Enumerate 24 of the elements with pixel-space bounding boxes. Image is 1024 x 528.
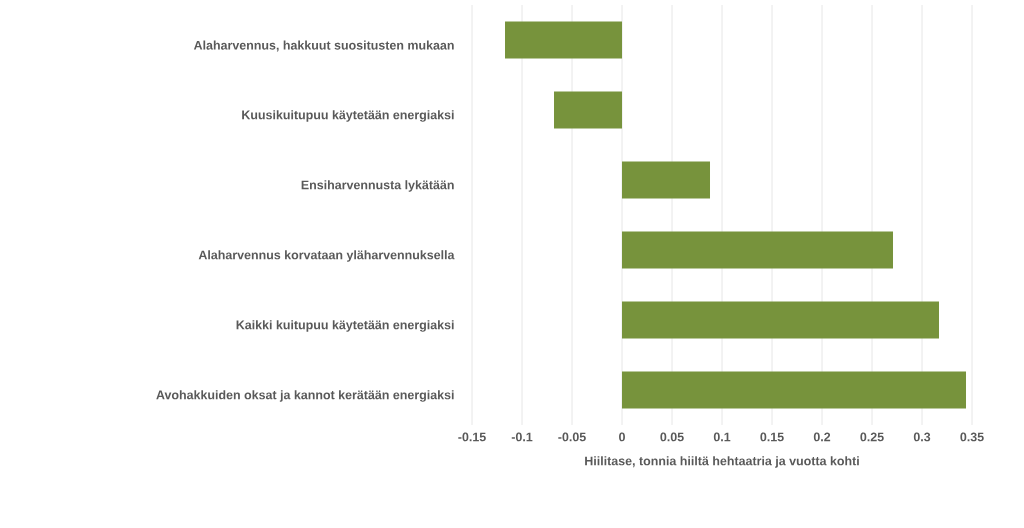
bar [622, 161, 711, 199]
y-tick-label: Ensiharvennusta lykätään [301, 180, 454, 192]
bar [554, 91, 623, 129]
y-tick-label: Kuusikuitupuu käytetään energiaksi [242, 110, 454, 122]
x-tick-label: -0.15 [458, 432, 486, 442]
bar [622, 371, 966, 409]
bar [622, 301, 939, 339]
x-tick-label: -0.1 [511, 432, 533, 442]
x-tick-label: 0.3 [913, 432, 931, 442]
x-axis-title: Hiilitase, tonnia hiiltä hehtaatria ja vuotta kohti [585, 456, 859, 468]
x-tick-label: 0.15 [760, 432, 784, 442]
y-tick-label: Avohakkuiden oksat ja kannot kerätään energiaksi [156, 390, 454, 402]
y-tick-label: Alaharvennus, hakkuut suositusten mukaan [193, 40, 454, 52]
y-tick-label: Alaharvennus korvataan yläharvennuksella [198, 250, 455, 262]
x-tick-label: 0 [619, 432, 625, 442]
x-tick-label: 0.05 [660, 432, 684, 442]
x-tick-label: -0.05 [558, 432, 586, 442]
x-tick-label: 0.35 [960, 432, 984, 442]
x-tick-label: 0.2 [813, 432, 831, 442]
bar [622, 231, 893, 269]
y-tick-label: Kaikki kuitupuu käytetään energiaksi [236, 320, 454, 332]
x-tick-label: 0.25 [860, 432, 884, 442]
x-tick-label: 0.1 [713, 432, 731, 442]
bar [505, 21, 623, 59]
